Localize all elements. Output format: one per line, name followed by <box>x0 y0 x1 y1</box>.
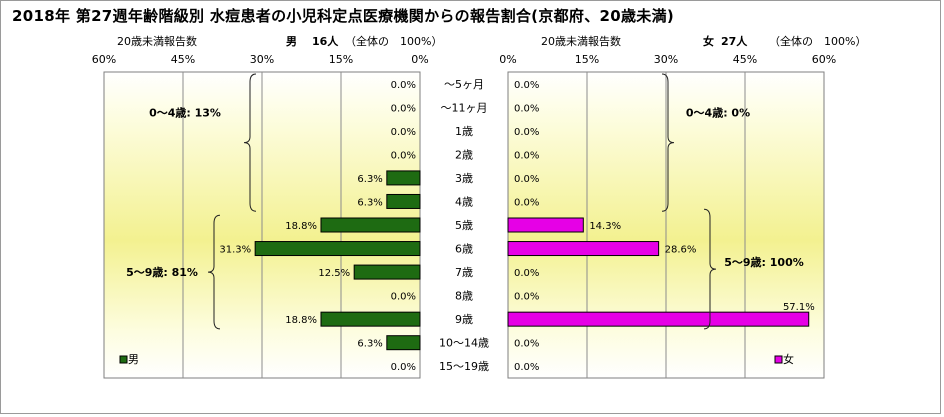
male-x-tick-label: 60% <box>92 53 116 66</box>
category-label: 3歳 <box>455 172 473 185</box>
male-data-label: 0.0% <box>391 362 416 373</box>
female-data-label: 0.0% <box>514 174 539 185</box>
male-data-label: 0.0% <box>391 127 416 138</box>
female-data-label: 0.0% <box>514 127 539 138</box>
chart-title: 2018年 第27週年齢階級別 水痘患者の小児科定点医療機関からの報告割合(京都… <box>12 7 675 25</box>
male-data-label: 6.3% <box>357 197 382 208</box>
category-label: 8歳 <box>455 290 473 303</box>
category-label: 1歳 <box>455 125 473 138</box>
category-label: 〜5ヶ月 <box>444 78 484 91</box>
female-data-label: 0.0% <box>514 80 539 91</box>
female-header-note: （全体の 100%） <box>769 35 867 48</box>
category-label: 〜11ヶ月 <box>441 101 488 114</box>
male-annotation-0-4: 0〜4歳: 13% <box>149 106 221 120</box>
female-data-label: 0.0% <box>514 197 539 208</box>
male-header-note: （全体の 100%） <box>345 35 443 48</box>
male-data-label: 31.3% <box>219 245 251 256</box>
category-label: 2歳 <box>455 148 473 161</box>
male-annotation-5-9: 5〜9歳: 81% <box>126 265 198 279</box>
male-x-tick-label: 30% <box>250 53 274 66</box>
male-data-label: 0.0% <box>391 103 416 114</box>
male-bar <box>386 170 421 186</box>
female-data-label: 0.0% <box>514 362 539 373</box>
female-x-tick-label: 30% <box>654 53 678 66</box>
male-bar <box>320 217 421 233</box>
female-data-label: 0.0% <box>514 339 539 350</box>
male-brace-0-4 <box>243 73 257 212</box>
male-bar <box>320 311 421 327</box>
female-annotation-0-4: 0〜4歳: 0% <box>686 106 750 120</box>
category-label: 7歳 <box>455 266 473 279</box>
female-header-count: 27人 <box>721 35 748 48</box>
category-label: 6歳 <box>455 243 473 256</box>
category-label: 5歳 <box>455 219 473 232</box>
male-data-label: 18.8% <box>285 315 317 326</box>
female-x-tick-label: 45% <box>733 53 757 66</box>
female-data-label: 0.0% <box>514 103 539 114</box>
category-label: 10〜14歳 <box>439 337 489 350</box>
male-legend-swatch <box>119 355 128 364</box>
female-x-tick-label: 0% <box>499 53 516 66</box>
category-label: 9歳 <box>455 313 473 326</box>
female-x-tick-label: 60% <box>812 53 836 66</box>
female-data-label: 0.0% <box>514 150 539 161</box>
male-header-count: 16人 <box>312 35 339 48</box>
female-data-label: 0.0% <box>514 268 539 279</box>
male-header-sex: 男 <box>286 35 297 48</box>
male-data-label: 6.3% <box>357 339 382 350</box>
female-legend-swatch <box>774 355 783 364</box>
male-data-label: 0.0% <box>391 150 416 161</box>
male-x-tick-label: 45% <box>171 53 195 66</box>
male-bar <box>386 193 421 209</box>
male-legend-label: 男 <box>128 353 139 366</box>
female-data-label: 28.6% <box>665 245 697 256</box>
male-bar <box>353 264 421 280</box>
female-bar <box>507 311 810 327</box>
female-bar <box>507 241 660 257</box>
female-brace-5-9 <box>703 208 717 330</box>
male-bar <box>386 335 421 351</box>
female-data-label: 0.0% <box>514 292 539 303</box>
male-x-tick-label: 0% <box>411 53 428 66</box>
female-header-label: 20歳未満報告数 <box>541 35 621 48</box>
male-data-label: 6.3% <box>357 174 382 185</box>
female-annotation-5-9: 5〜9歳: 100% <box>724 255 804 269</box>
male-data-label: 0.0% <box>391 292 416 303</box>
female-x-tick-label: 15% <box>575 53 599 66</box>
female-header-sex: 女 <box>703 35 714 48</box>
female-legend-label: 女 <box>783 352 794 366</box>
male-bar <box>254 241 421 257</box>
female-brace-0-4 <box>661 73 675 212</box>
male-data-label: 0.0% <box>391 80 416 91</box>
male-x-tick-label: 15% <box>329 53 353 66</box>
female-data-label: 57.1% <box>783 302 815 313</box>
female-data-label: 14.3% <box>589 221 621 232</box>
category-label: 15〜19歳 <box>439 360 489 373</box>
male-data-label: 18.8% <box>285 221 317 232</box>
male-data-label: 12.5% <box>318 268 350 279</box>
category-label: 4歳 <box>455 195 473 208</box>
male-header-label: 20歳未満報告数 <box>117 35 197 48</box>
female-bar <box>507 217 584 233</box>
male-brace-5-9 <box>207 214 221 330</box>
